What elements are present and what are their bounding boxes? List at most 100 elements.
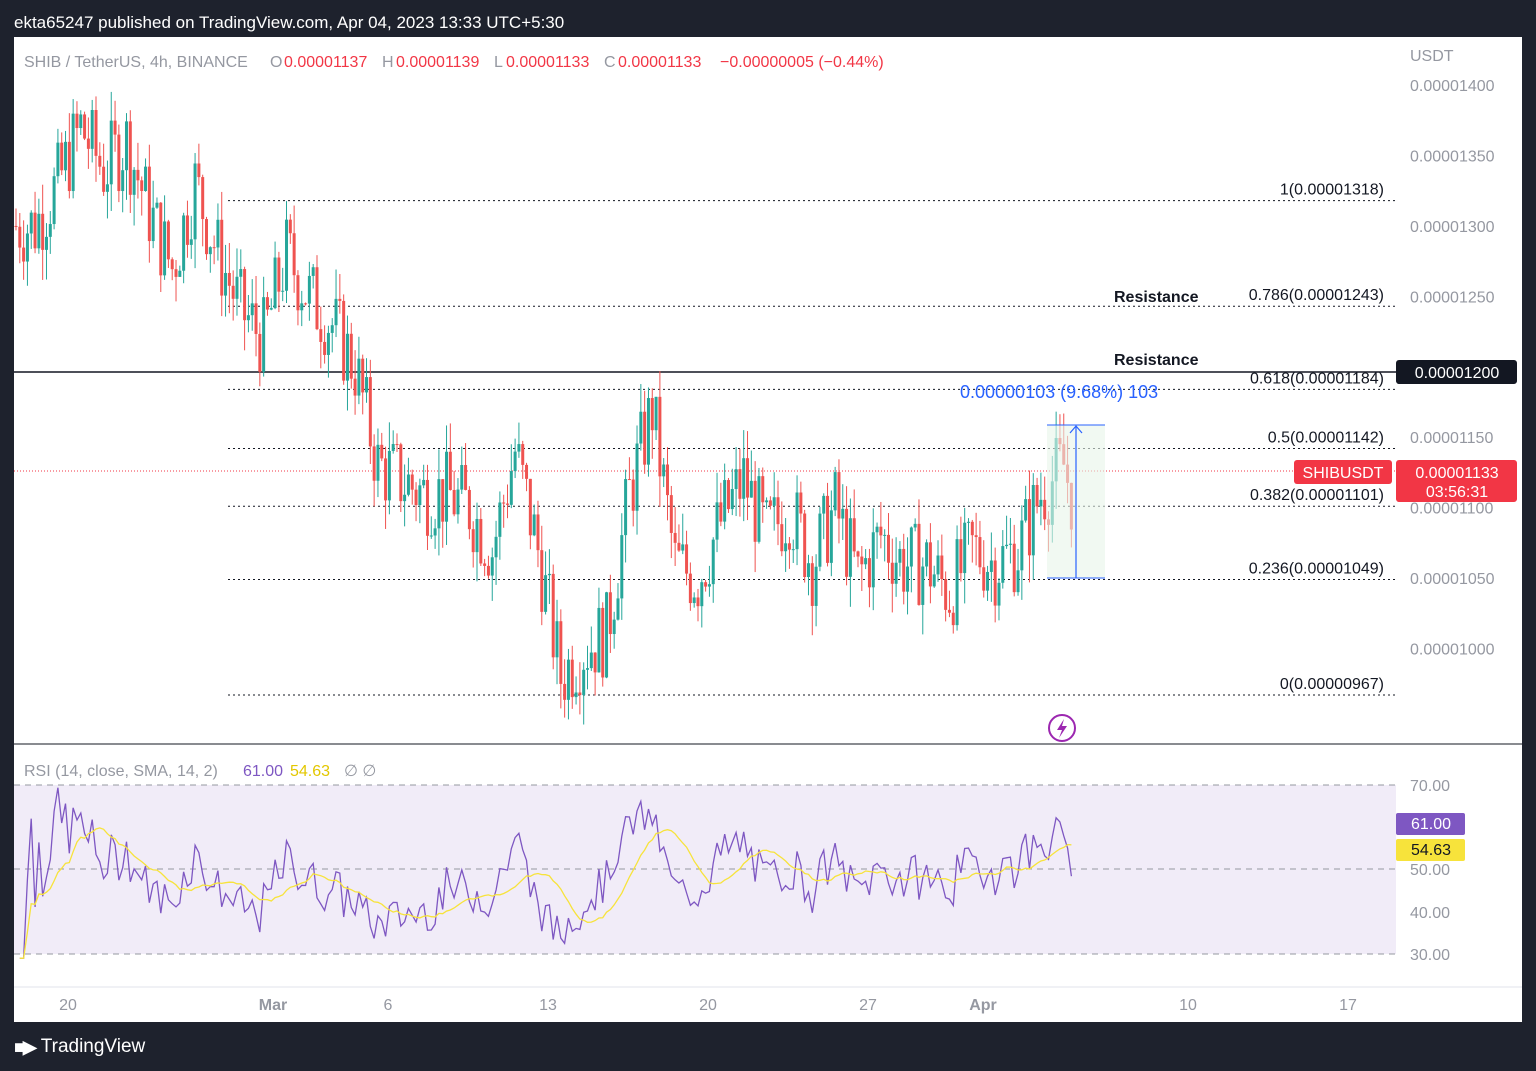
candle-body[interactable]	[928, 542, 932, 587]
candle-body[interactable]	[772, 497, 776, 506]
candle-body[interactable]	[871, 532, 875, 588]
candle-body[interactable]	[826, 495, 830, 563]
candle-body[interactable]	[681, 544, 685, 551]
candle-body[interactable]	[224, 272, 228, 296]
lightning-icon[interactable]	[1048, 714, 1076, 742]
candle-body[interactable]	[902, 548, 906, 592]
candle-body[interactable]	[787, 543, 791, 550]
candle-body[interactable]	[913, 523, 917, 528]
candle-body[interactable]	[898, 548, 902, 563]
candle-body[interactable]	[509, 471, 513, 505]
candle-body[interactable]	[349, 333, 353, 379]
candle-body[interactable]	[311, 267, 315, 276]
candle-body[interactable]	[936, 555, 940, 575]
candle-body[interactable]	[502, 502, 506, 504]
candle-body[interactable]	[986, 571, 990, 591]
candle-body[interactable]	[932, 574, 936, 587]
main-pane[interactable]	[14, 37, 1522, 744]
candle-body[interactable]	[1016, 570, 1020, 593]
candle-series[interactable]	[14, 91, 1073, 725]
candle-body[interactable]	[967, 521, 970, 523]
candle-body[interactable]	[292, 233, 296, 276]
candle-body[interactable]	[403, 494, 407, 502]
candle-body[interactable]	[414, 489, 418, 506]
candle-body[interactable]	[448, 451, 452, 490]
candle-body[interactable]	[174, 269, 178, 277]
candle-body[interactable]	[189, 239, 193, 245]
candle-body[interactable]	[151, 207, 155, 242]
candle-body[interactable]	[471, 529, 475, 553]
candle-body[interactable]	[498, 502, 502, 537]
candle-body[interactable]	[132, 169, 136, 195]
candle-body[interactable]	[201, 177, 205, 220]
candle-body[interactable]	[163, 221, 167, 276]
candle-body[interactable]	[1012, 543, 1016, 593]
candle-body[interactable]	[60, 142, 64, 171]
candle-body[interactable]	[726, 480, 730, 510]
candle-body[interactable]	[528, 478, 532, 536]
candle-body[interactable]	[532, 514, 536, 536]
candle-body[interactable]	[338, 298, 342, 301]
candle-body[interactable]	[1039, 499, 1043, 507]
candle-body[interactable]	[1024, 499, 1028, 521]
candle-body[interactable]	[906, 566, 910, 592]
candle-body[interactable]	[696, 597, 700, 607]
candle-body[interactable]	[90, 110, 94, 149]
candle-body[interactable]	[704, 582, 708, 587]
candle-body[interactable]	[951, 612, 955, 626]
candle-body[interactable]	[875, 526, 879, 533]
candle-body[interactable]	[1008, 543, 1012, 545]
candle-body[interactable]	[147, 166, 151, 242]
candle-body[interactable]	[128, 121, 132, 195]
candle-body[interactable]	[399, 444, 403, 502]
candle-body[interactable]	[475, 518, 479, 553]
candle-body[interactable]	[540, 550, 544, 612]
candle-body[interactable]	[334, 298, 338, 326]
candle-body[interactable]	[921, 566, 925, 605]
candle-body[interactable]	[185, 215, 189, 245]
candle-body[interactable]	[848, 518, 852, 577]
candle-body[interactable]	[715, 502, 719, 540]
candle-body[interactable]	[1020, 520, 1024, 571]
candle-body[interactable]	[944, 579, 948, 610]
candle-body[interactable]	[113, 120, 117, 135]
candle-body[interactable]	[197, 163, 201, 178]
candle-body[interactable]	[612, 619, 616, 635]
candle-body[interactable]	[456, 489, 460, 515]
candle-body[interactable]	[124, 121, 128, 171]
candle-body[interactable]	[67, 141, 71, 192]
candle-body[interactable]	[342, 300, 346, 381]
candle-body[interactable]	[685, 544, 689, 574]
candle-body[interactable]	[231, 285, 235, 299]
rsi-sma-line[interactable]	[19, 827, 1072, 959]
candle-body[interactable]	[730, 489, 734, 510]
candle-body[interactable]	[578, 692, 582, 696]
candle-body[interactable]	[768, 500, 772, 506]
rsi-legend[interactable]: RSI (14, close, SMA, 14, 2)	[24, 763, 218, 780]
candle-body[interactable]	[860, 556, 864, 565]
candle-body[interactable]	[597, 607, 601, 673]
tradingview-footer[interactable]: ■▶ TradingView	[14, 1036, 145, 1058]
candle-body[interactable]	[166, 221, 170, 260]
candle-body[interactable]	[765, 500, 769, 503]
candle-body[interactable]	[193, 163, 197, 240]
candle-body[interactable]	[117, 134, 121, 192]
candle-body[interactable]	[677, 542, 681, 551]
candle-body[interactable]	[170, 259, 174, 270]
candle-body[interactable]	[616, 598, 620, 620]
candle-body[interactable]	[669, 495, 673, 533]
candle-body[interactable]	[883, 534, 887, 536]
candle-body[interactable]	[803, 513, 807, 578]
candle-body[interactable]	[544, 575, 548, 612]
candle-body[interactable]	[44, 236, 48, 250]
candle-body[interactable]	[258, 333, 262, 372]
candle-body[interactable]	[429, 535, 433, 537]
candle-body[interactable]	[837, 472, 841, 519]
candle-body[interactable]	[978, 537, 982, 568]
candle-body[interactable]	[940, 555, 944, 580]
candle-body[interactable]	[536, 514, 540, 551]
candle-body[interactable]	[425, 479, 429, 536]
candle-body[interactable]	[650, 398, 654, 431]
candle-body[interactable]	[98, 155, 102, 167]
candle-body[interactable]	[307, 275, 311, 304]
